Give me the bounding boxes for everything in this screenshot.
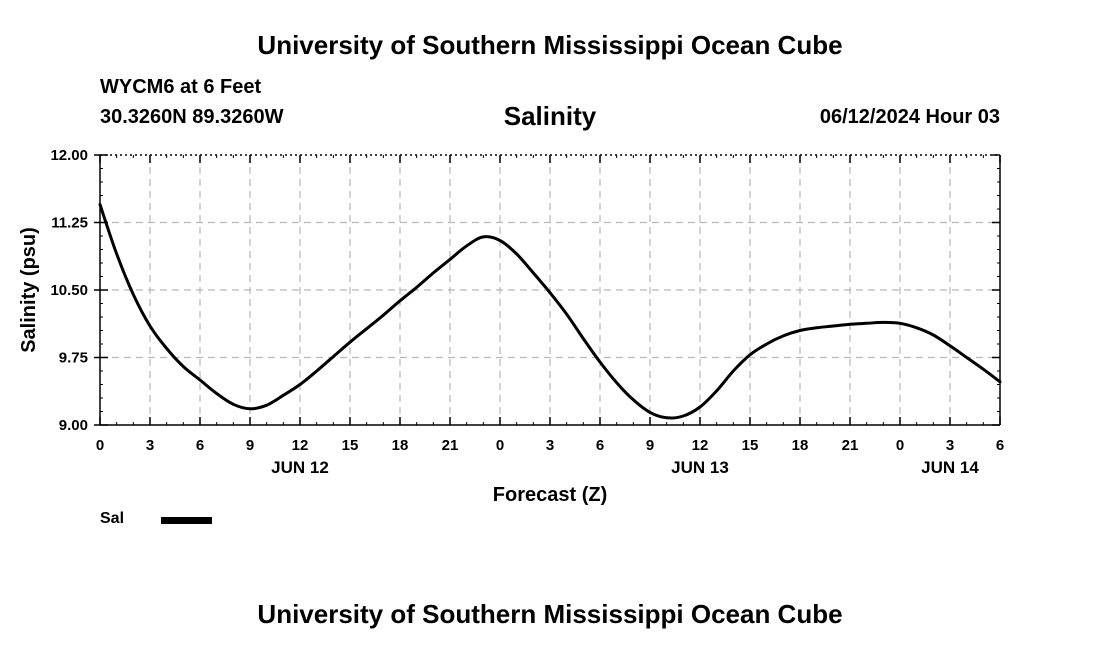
x-date-label: JUN 13 [671,458,729,477]
x-tick-label: 12 [692,437,709,454]
y-axis-title: Salinity (psu) [18,227,40,353]
legend-label-sal: Sal [100,510,125,527]
station-label: WYCM6 at 6 Feet [100,76,262,98]
x-tick-label: 15 [342,437,359,454]
x-tick-label: 3 [946,437,954,454]
x-tick-label: 15 [742,437,759,454]
label-layer: 0 3 6 9 12 15 18 21 0 3 6 9 12 15 18 21 0 3 6 12.00 11.25 10.… [18,147,1004,506]
x-date-label: JUN 12 [271,458,329,477]
x-tick-label: 18 [392,437,409,454]
x-tick-label: 0 [496,437,504,454]
plot-title: Salinity [503,101,597,131]
x-tick-label: 21 [842,437,859,454]
y-tick-label: 11.25 [51,215,88,232]
x-tick-label: 18 [792,437,809,454]
y-tick-label: 9.00 [59,417,88,434]
grid-layer [100,155,1000,425]
station-coordinates: 30.3260N 89.3260W [100,106,284,128]
x-tick-label: 0 [896,437,904,454]
y-tick-label: 12.00 [50,147,88,164]
x-tick-label: 21 [442,437,459,454]
y-tick-label: 10.50 [50,282,88,299]
x-tick-label: 0 [96,437,104,454]
y-tick-label: 9.75 [59,350,88,367]
x-tick-label: 3 [146,437,154,454]
x-tick-label: 6 [596,437,604,454]
x-tick-label: 3 [546,437,554,454]
legend-swatch-sal [161,517,212,524]
x-axis-title: Forecast (Z) [493,484,607,506]
forecast-datetime: 06/12/2024 Hour 03 [819,106,1000,128]
x-tick-label: 6 [196,437,204,454]
footer-organization-title: University of Southern Mississippi Ocean… [257,599,843,629]
x-tick-label: 9 [246,437,254,454]
chart-organization-title: University of Southern Mississippi Ocean… [257,30,843,60]
series-line-sal [98,203,1002,420]
x-tick-label: 12 [292,437,309,454]
series-layer [98,203,1002,420]
x-tick-label: 6 [996,437,1004,454]
x-tick-label: 9 [646,437,654,454]
x-date-label: JUN 14 [921,458,979,477]
